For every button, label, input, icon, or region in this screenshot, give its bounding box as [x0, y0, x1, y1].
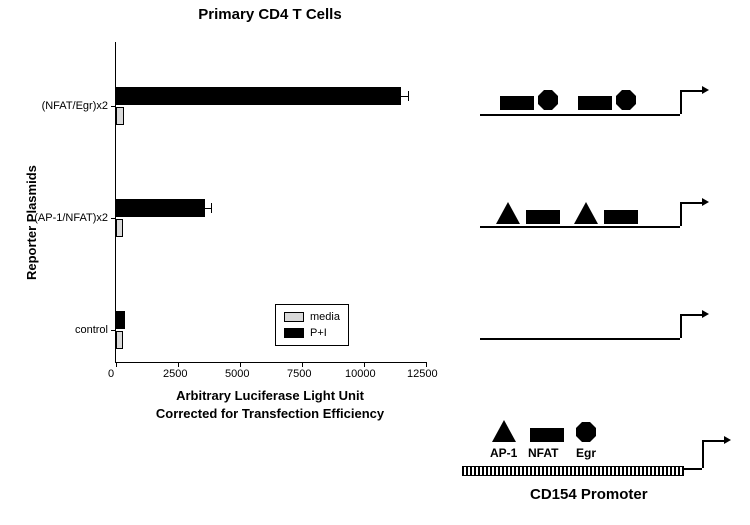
x-tick-label: 10000 — [345, 368, 376, 380]
error-cap — [199, 203, 200, 213]
bar-pi — [116, 311, 125, 329]
category-label: control — [75, 324, 108, 336]
bar-pi — [116, 87, 401, 105]
plot-area: (NFAT/Egr)x2 (AP-1/NFAT)x2 control — [115, 42, 426, 363]
diagram-key: AP-1 NFAT Egr — [462, 418, 732, 488]
error-bar — [401, 96, 408, 97]
legend-swatch-pi — [284, 328, 304, 338]
ap1-icon — [496, 202, 520, 224]
key-label: Egr — [576, 446, 596, 460]
legend-label: media — [310, 311, 340, 323]
ap1-icon — [492, 420, 516, 442]
bar-pi — [116, 199, 205, 217]
key-label: AP-1 — [490, 446, 517, 460]
category-label: (AP-1/NFAT)x2 — [34, 212, 108, 224]
legend-label: P+I — [310, 327, 327, 339]
bar-media — [116, 219, 123, 237]
nfat-icon — [578, 96, 612, 110]
bar-media — [116, 107, 124, 125]
legend-item: P+I — [284, 325, 340, 341]
nfat-icon — [604, 210, 638, 224]
promoter-label: CD154 Promoter — [530, 486, 648, 503]
promoter-hatch — [462, 466, 684, 476]
nfat-icon — [530, 428, 564, 442]
error-cap — [408, 91, 409, 101]
nfat-icon — [526, 210, 560, 224]
x-axis-label-1: Arbitrary Luciferase Light Unit — [115, 388, 425, 403]
x-tick-label: 12500 — [407, 368, 438, 380]
x-axis-label-2: Corrected for Transfection Efficiency — [115, 406, 425, 421]
egr-icon — [576, 422, 596, 442]
nfat-icon — [500, 96, 534, 110]
x-tick-label: 5000 — [225, 368, 249, 380]
legend-item: media — [284, 309, 340, 325]
category-label: (NFAT/Egr)x2 — [42, 100, 108, 112]
diagram-control — [480, 302, 710, 352]
x-tick-label: 0 — [108, 368, 114, 380]
legend-swatch-media — [284, 312, 304, 322]
bar-media — [116, 331, 123, 349]
diagram-ap1-nfat — [480, 190, 710, 240]
egr-icon — [616, 90, 636, 110]
key-label: NFAT — [528, 446, 558, 460]
legend: media P+I — [275, 304, 349, 346]
egr-icon — [538, 90, 558, 110]
error-cap — [211, 203, 212, 213]
ap1-icon — [574, 202, 598, 224]
error-cap — [394, 91, 395, 101]
chart-title: Primary CD4 T Cells — [110, 6, 430, 23]
x-tick-label: 2500 — [163, 368, 187, 380]
diagram-nfat-egr — [480, 78, 710, 128]
x-tick-label: 7500 — [287, 368, 311, 380]
